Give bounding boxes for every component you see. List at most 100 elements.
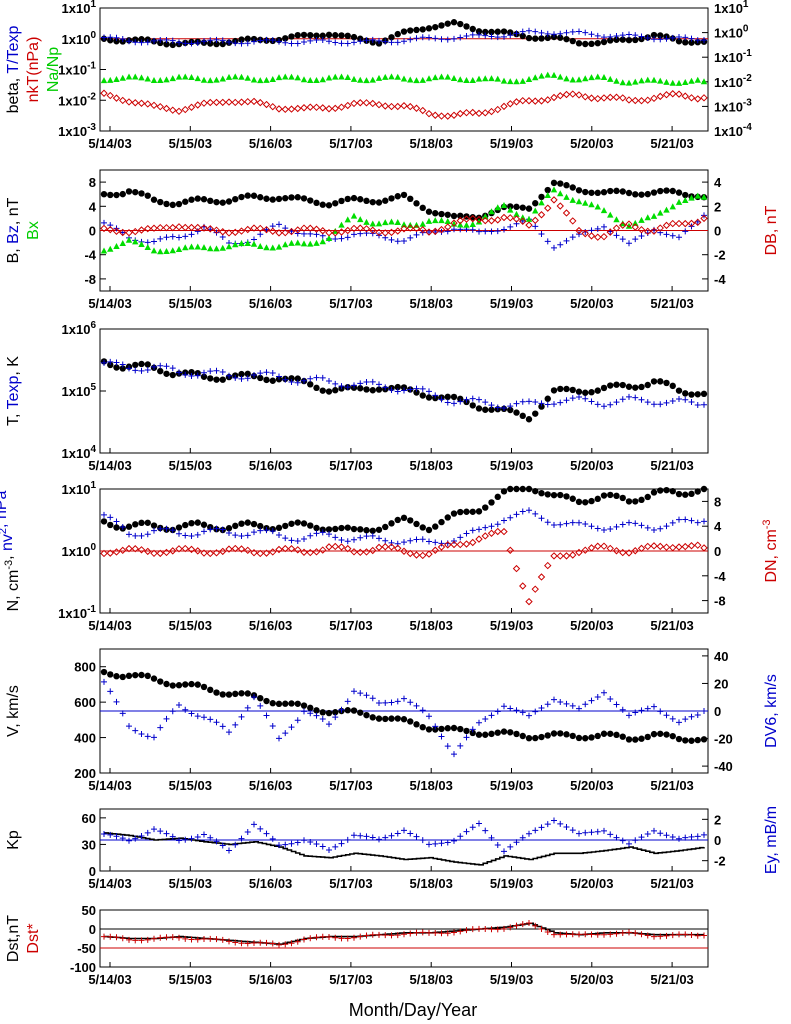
series-2	[101, 817, 707, 855]
data-point	[119, 190, 126, 198]
data-point	[694, 736, 701, 744]
data-point	[182, 244, 189, 251]
right-tick-label: -4	[714, 272, 726, 287]
data-point	[126, 837, 132, 844]
data-point	[431, 111, 439, 119]
data-point	[244, 225, 252, 234]
x-tick-label: 5/20/03	[570, 296, 613, 311]
data-point	[419, 204, 426, 212]
data-point	[488, 75, 495, 82]
data-point	[482, 75, 489, 82]
data-point	[306, 548, 314, 557]
data-point	[675, 219, 683, 228]
x-tick-label: 5/16/03	[249, 876, 292, 891]
data-point	[644, 705, 651, 712]
data-point	[650, 94, 658, 103]
data-point	[388, 195, 395, 202]
data-point	[182, 371, 189, 378]
data-point	[119, 546, 127, 555]
data-point	[463, 396, 470, 403]
data-point	[488, 33, 495, 40]
data-point	[169, 37, 176, 44]
data-point	[332, 709, 339, 716]
data-point	[557, 241, 564, 248]
data-point	[607, 75, 614, 82]
data-point	[538, 230, 545, 237]
data-point	[387, 228, 396, 237]
data-point	[157, 367, 164, 375]
data-point	[113, 191, 120, 199]
data-point	[394, 227, 402, 235]
data-point	[119, 935, 126, 942]
x-tick-label: 5/18/03	[410, 876, 453, 891]
data-point	[188, 196, 195, 203]
data-point	[107, 358, 114, 365]
data-point	[281, 228, 289, 237]
data-point	[194, 519, 201, 526]
data-point	[444, 514, 451, 521]
data-point	[113, 364, 120, 371]
data-point	[525, 221, 533, 229]
data-point	[412, 104, 421, 112]
data-point	[544, 30, 551, 37]
data-point	[544, 491, 551, 498]
data-point	[257, 77, 264, 84]
data-point	[601, 223, 607, 230]
data-point	[687, 94, 696, 102]
data-point	[376, 931, 382, 938]
data-point	[338, 235, 345, 242]
data-point	[150, 675, 158, 682]
data-point	[232, 40, 239, 47]
data-point	[176, 837, 182, 844]
data-point	[338, 935, 345, 942]
data-point	[106, 225, 114, 234]
data-point	[144, 39, 151, 46]
data-point	[575, 548, 583, 557]
data-point	[369, 714, 376, 721]
y-axis-label-left: Dst,nT	[5, 915, 22, 962]
data-point	[569, 184, 576, 191]
data-point	[494, 521, 501, 528]
data-point	[150, 101, 158, 110]
data-point	[382, 523, 389, 531]
data-point	[338, 73, 345, 80]
right-tick-label: 2	[714, 812, 721, 827]
data-point	[400, 225, 408, 233]
data-point	[382, 384, 389, 391]
data-point	[113, 518, 120, 525]
data-point	[157, 678, 164, 685]
data-point	[544, 561, 552, 570]
data-point	[107, 245, 114, 252]
data-point	[626, 519, 632, 526]
data-point	[394, 383, 401, 391]
data-point	[663, 523, 670, 530]
data-point	[338, 524, 345, 532]
data-point	[482, 28, 489, 36]
data-point	[357, 76, 364, 83]
data-point	[444, 393, 451, 401]
data-point	[613, 930, 620, 937]
x-tick-label: 5/15/03	[169, 458, 212, 473]
data-point	[426, 929, 432, 936]
y-axis-label-left-2: Bx	[25, 221, 42, 240]
data-point	[194, 40, 201, 47]
data-point	[232, 374, 239, 381]
data-point	[557, 699, 564, 706]
data-point	[307, 197, 314, 204]
data-point	[144, 224, 152, 233]
data-point	[625, 189, 633, 197]
y-axis-label-left: B, Bz, nT	[5, 197, 22, 263]
data-point	[550, 179, 558, 187]
data-point	[657, 730, 664, 737]
data-point	[119, 710, 126, 717]
data-point	[476, 719, 482, 726]
data-point	[438, 930, 445, 937]
data-point	[575, 734, 583, 742]
data-point	[388, 699, 395, 706]
data-point	[213, 245, 220, 252]
data-point	[388, 387, 395, 394]
data-point	[357, 380, 364, 387]
data-point	[382, 197, 389, 204]
data-point	[282, 241, 289, 248]
data-point	[275, 195, 283, 203]
